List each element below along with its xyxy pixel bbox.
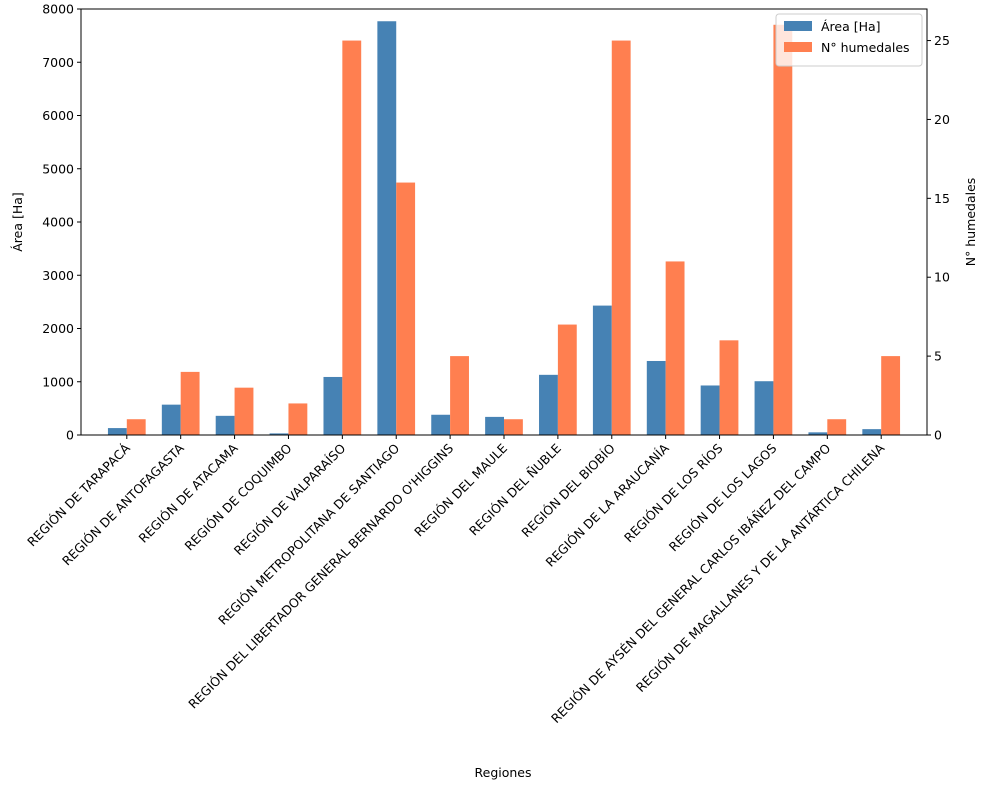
area-bar-12 [700, 385, 720, 435]
y-left-tick-label-3: 3000 [42, 268, 74, 283]
y-left-tick-label-6: 6000 [42, 108, 74, 123]
humedales-bar-13 [773, 24, 793, 436]
y-left-tick-label-5: 5000 [42, 161, 74, 176]
legend: Área [Ha] N° humedales [775, 13, 923, 67]
area-bar-15 [862, 429, 882, 435]
area-bar-2 [161, 404, 181, 435]
humedales-bar-15 [881, 356, 901, 435]
bars-layer [107, 21, 901, 436]
humedales-bar-8 [504, 419, 523, 435]
y-left-tick-label-8: 8000 [42, 2, 74, 17]
humedales-bar-14 [827, 419, 847, 435]
area-bar-14 [808, 432, 828, 435]
humedales-bar-9 [557, 324, 577, 435]
area-bar-3 [215, 415, 235, 435]
legend-label-humedales: N° humedales [821, 40, 910, 55]
y-left-tick-label-2: 2000 [42, 321, 74, 336]
y-right-tick-label-5: 25 [934, 33, 950, 48]
area-bar-6 [377, 21, 397, 435]
x-axis-title: Regiones [475, 765, 532, 780]
y-right-tick-label-1: 5 [934, 349, 942, 364]
area-bar-1 [107, 428, 127, 435]
y-left-tick-label-0: 0 [66, 428, 74, 443]
humedales-bar-10 [611, 40, 631, 436]
y-left-tick-label-7: 7000 [42, 55, 74, 70]
y-left-tick-label-4: 4000 [42, 215, 74, 230]
humedales-bar-1 [126, 419, 146, 435]
legend-swatch-area [784, 21, 812, 31]
y-right-tick-label-0: 0 [934, 428, 942, 443]
y-axis-right-title: N° humedales [963, 178, 978, 267]
area-bar-13 [754, 381, 774, 435]
humedales-bar-6 [396, 182, 416, 435]
area-bar-10 [592, 305, 612, 435]
humedales-bar-7 [450, 356, 469, 435]
y-right-tick-label-2: 10 [934, 270, 950, 285]
y-axis-left-title: Área [Ha] [10, 192, 25, 252]
area-bar-5 [323, 376, 343, 435]
y-right-tick-label-4: 20 [934, 112, 950, 127]
humedales-bar-4 [288, 403, 308, 435]
legend-frame [775, 13, 923, 67]
humedales-bar-3 [234, 387, 254, 435]
humedales-bar-11 [665, 261, 685, 435]
legend-swatch-humedales [784, 42, 812, 52]
humedales-bar-5 [342, 40, 362, 436]
y-right-tick-label-3: 15 [934, 191, 950, 206]
area-bar-9 [539, 374, 558, 435]
humedales-bar-2 [180, 371, 200, 435]
humedales-bar-12 [719, 340, 739, 435]
y-left-tick-label-1: 1000 [42, 374, 74, 389]
area-bar-4 [269, 433, 289, 435]
area-bar-8 [485, 416, 504, 435]
legend-label-area: Área [Ha] [821, 19, 881, 34]
area-bar-11 [646, 360, 666, 435]
area-bar-7 [431, 414, 451, 435]
